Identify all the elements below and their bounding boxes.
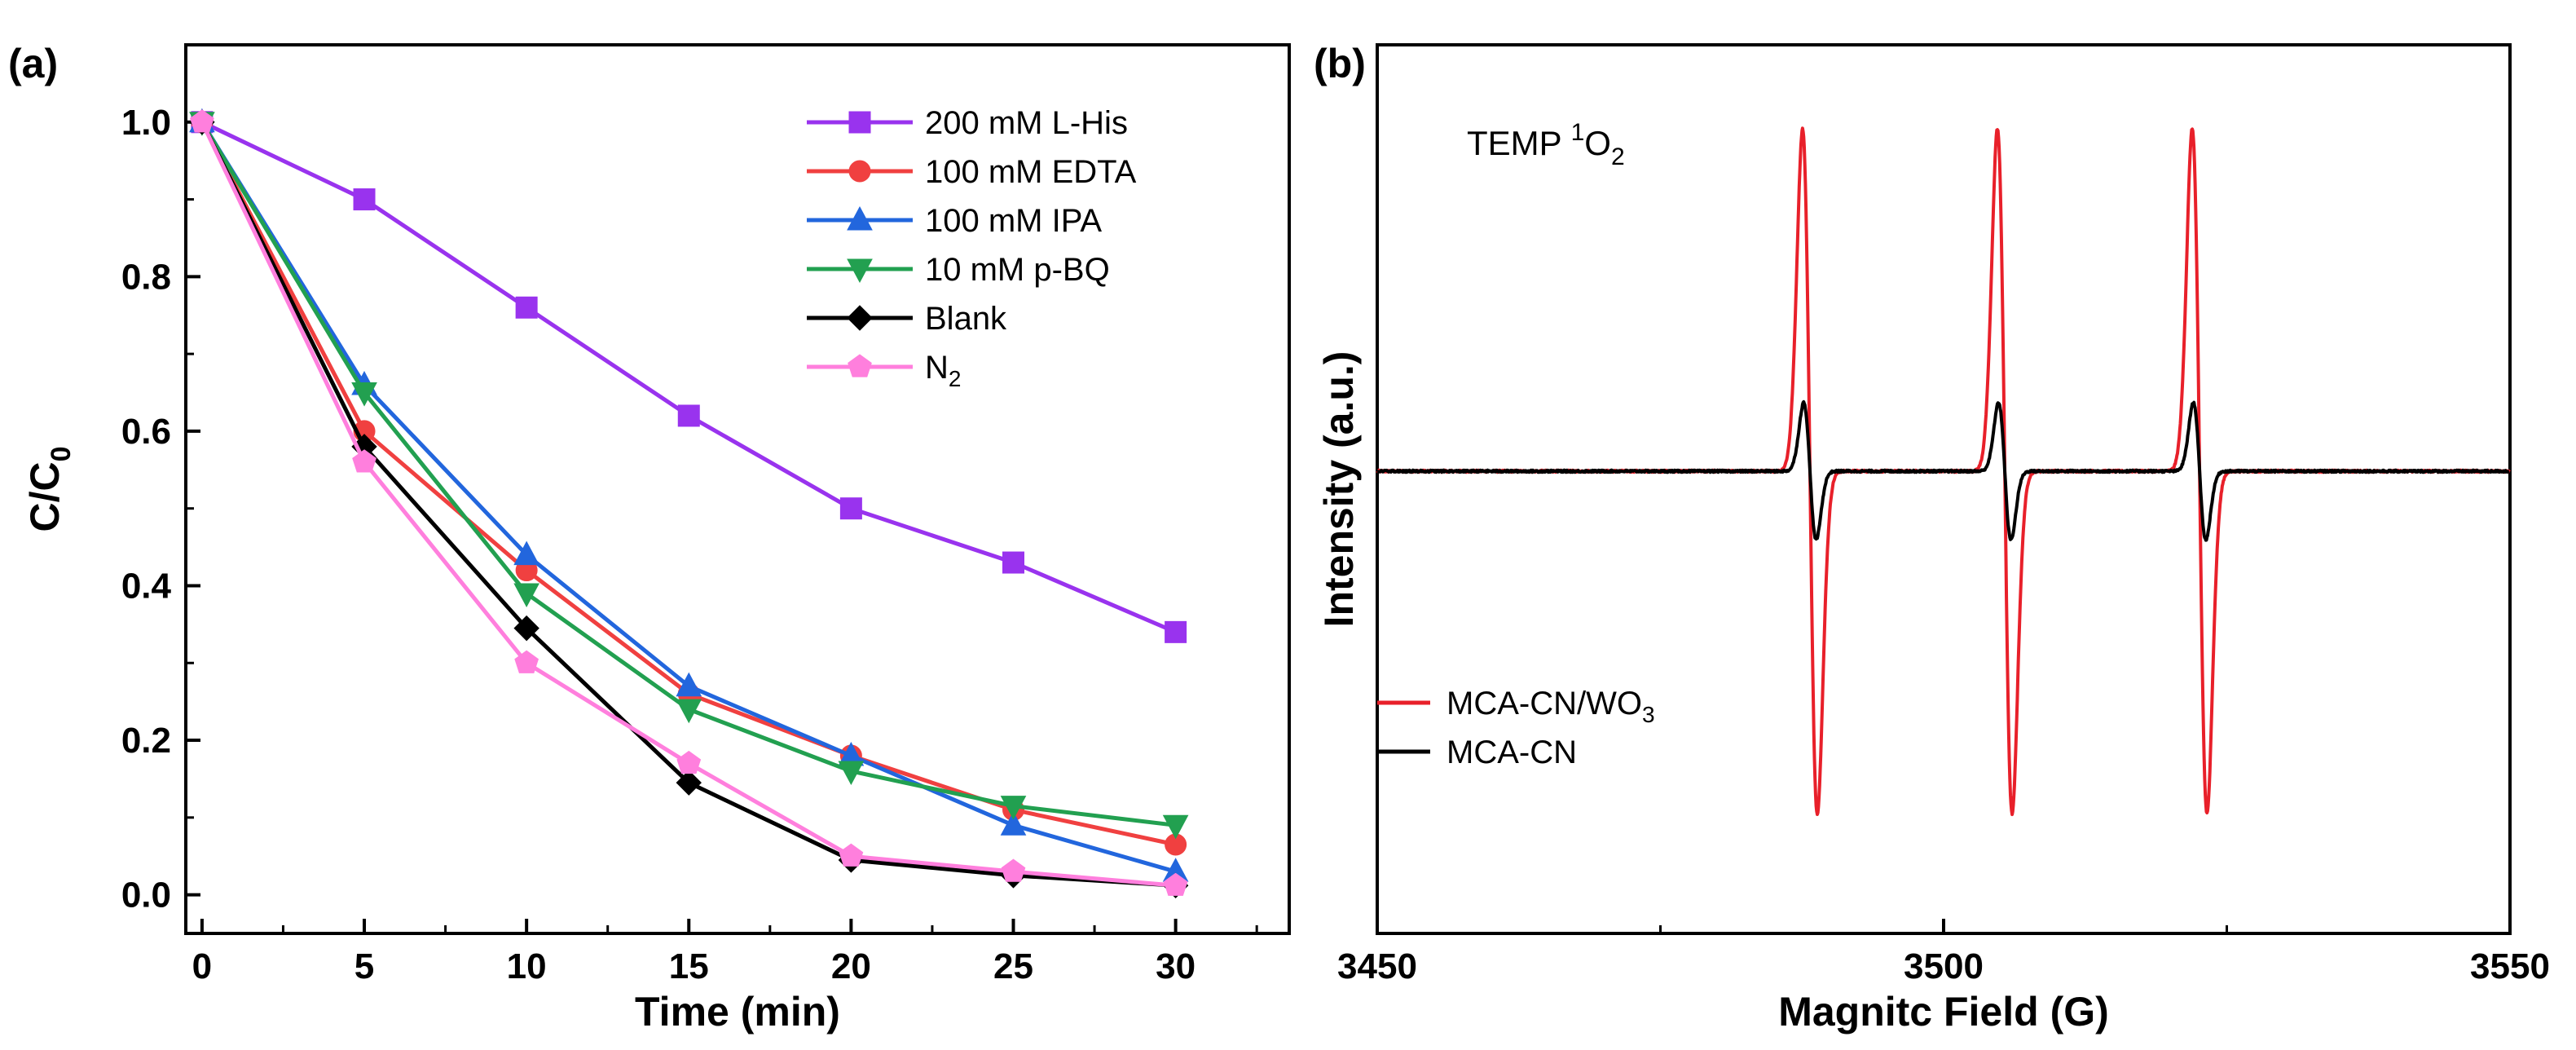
panel-a-x-axis-title: Time (min) (635, 989, 840, 1035)
data-point (676, 770, 702, 796)
y-tick-label: 0.4 (121, 566, 172, 606)
data-point (1163, 872, 1188, 896)
x-tick-label: 3500 (1904, 946, 1984, 986)
data-point (514, 650, 539, 673)
legend-entry: 100 mM EDTA (807, 154, 1137, 190)
data-point (513, 615, 539, 642)
legend-marker (847, 305, 873, 331)
panel-b-epr-spectrum: (b) 3450 3500 3550 MCA-CN/WO3 MCA-CN TEMP 1… (1314, 41, 2550, 1035)
y-tick-label: 1.0 (121, 103, 171, 143)
y-tick-label: 0.6 (121, 412, 171, 452)
x-tick-label: 3450 (1337, 946, 1417, 986)
x-tick-label: 30 (1156, 946, 1196, 986)
legend-marker (847, 258, 873, 284)
legend-entry: MCA-CN/WO3 (1377, 686, 1655, 727)
y-tick-label: 0.2 (121, 721, 171, 761)
data-point (676, 699, 702, 724)
panel-b-y-axis-title: Intensity (a.u.) (1316, 351, 1362, 628)
data-point (1165, 620, 1187, 643)
panel-a-ticks (186, 43, 1258, 933)
legend-label: Blank (925, 301, 1007, 337)
panel-a-x-tick-labels: 0 5 10 15 20 25 30 (192, 946, 1196, 986)
x-tick-label: 10 (507, 946, 547, 986)
x-tick-label: 25 (993, 946, 1033, 986)
data-point (676, 750, 702, 774)
data-point (1001, 858, 1026, 882)
data-point (351, 382, 377, 407)
panel-b-x-axis-title: Magnitc Field (G) (1778, 989, 2109, 1035)
data-point (515, 296, 538, 319)
panel-b-annotation: TEMP 1O2 (1467, 119, 1625, 170)
legend-label: 10 mM p-BQ (925, 252, 1110, 288)
x-tick-label: 20 (831, 946, 871, 986)
data-point (676, 672, 702, 697)
x-tick-label: 5 (354, 946, 374, 986)
panel-b-x-tick-labels: 3450 3500 3550 (1337, 946, 2550, 986)
x-tick-label: 0 (192, 946, 212, 986)
legend-entry: MCA-CN (1377, 735, 1577, 770)
data-point (677, 404, 700, 427)
series-0 (191, 111, 1187, 643)
panel-b-ticks (1376, 919, 2512, 933)
legend-entry: 10 mM p-BQ (807, 252, 1110, 288)
panel-b-series (1376, 126, 2511, 817)
data-point (1000, 811, 1027, 836)
legend-label: MCA-CN/WO3 (1447, 686, 1655, 727)
series-line (200, 120, 1177, 634)
x-tick-label: 15 (669, 946, 709, 986)
panel-a-legend: 200 mM L-His 100 mM EDTA 100 mM IPA 10 mM p… (807, 105, 1137, 391)
legend-label: N2 (925, 350, 961, 391)
data-point (353, 188, 376, 211)
legend-entry: 200 mM L-His (807, 105, 1128, 141)
legend-marker (848, 111, 871, 134)
data-point (352, 449, 376, 473)
panel-a-y-tick-labels: 0.0 0.2 0.4 0.6 0.8 1.0 (121, 103, 172, 915)
panel-b-legend: MCA-CN/WO3 MCA-CN (1377, 686, 1655, 770)
legend-entry: Blank (807, 301, 1007, 337)
panel-a-y-axis-title: C/C0 (22, 446, 77, 532)
data-point (839, 843, 864, 867)
data-point (1000, 796, 1027, 820)
spectrum-series-1 (1376, 399, 2511, 542)
legend-marker (847, 205, 873, 231)
panel-a-plot-frame (184, 43, 1291, 935)
x-tick-label: 3550 (2470, 946, 2550, 986)
legend-marker (848, 160, 871, 183)
data-point (1162, 814, 1189, 840)
legend-entry: 100 mM IPA (807, 203, 1102, 239)
panel-a-series (189, 108, 1189, 898)
legend-entry: N2 (807, 350, 961, 391)
panel-b-plot-frame (1376, 43, 2512, 935)
data-point (513, 540, 539, 566)
panel-b-label: (b) (1314, 41, 1366, 86)
legend-label: 100 mM IPA (925, 203, 1102, 239)
legend-label: MCA-CN (1447, 735, 1577, 770)
series-5 (190, 109, 1188, 896)
panel-a-quenching-chart: (a) 0 5 10 15 20 25 30 0.0 0.2 0.4 0.6 0.8 1.0 200 … (8, 41, 1291, 1035)
data-point (838, 761, 865, 786)
data-point (513, 583, 539, 608)
legend-label: 200 mM L-His (925, 105, 1128, 141)
data-point (1002, 551, 1024, 574)
data-point (190, 109, 214, 133)
data-point (839, 497, 862, 520)
spectrum-line (1376, 399, 2511, 542)
legend-label: 100 mM EDTA (925, 154, 1137, 190)
y-tick-label: 0.8 (121, 257, 171, 297)
y-tick-label: 0.0 (121, 876, 171, 915)
panel-a-label: (a) (8, 41, 58, 86)
legend-marker (848, 354, 872, 377)
